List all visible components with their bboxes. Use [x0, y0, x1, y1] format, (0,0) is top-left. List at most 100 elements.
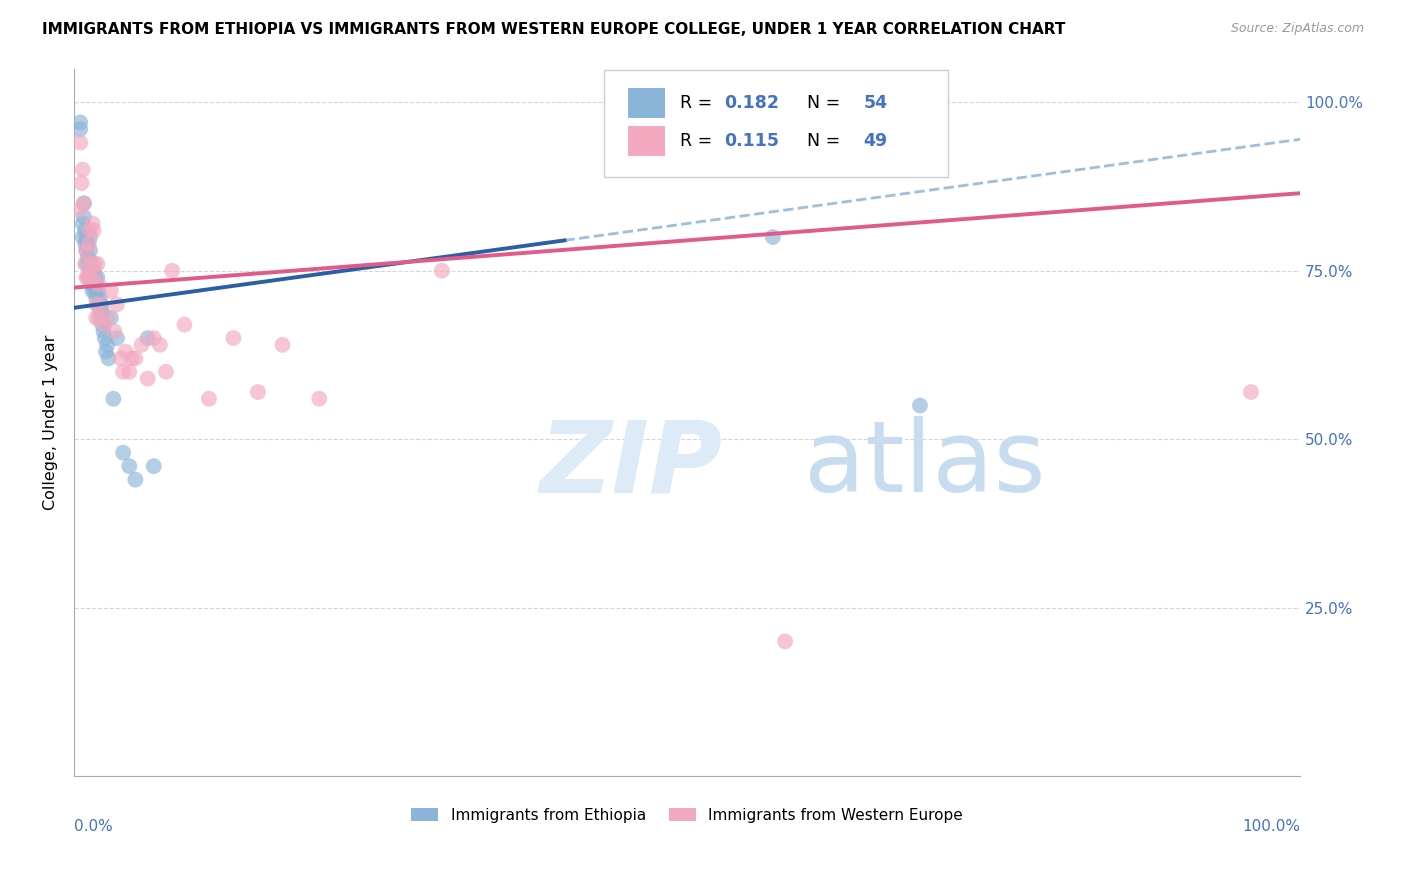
Point — [84, 270, 107, 285]
Point — [91, 304, 114, 318]
Point — [84, 297, 107, 311]
Point — [1240, 384, 1263, 399]
Point — [110, 351, 132, 366]
Point — [80, 277, 103, 292]
Point — [149, 338, 172, 352]
Point — [96, 310, 118, 325]
Point — [198, 392, 221, 406]
Point — [430, 263, 453, 277]
Text: 0.115: 0.115 — [724, 132, 779, 150]
Point — [67, 202, 90, 217]
Text: 100.0%: 100.0% — [1241, 819, 1301, 834]
Point — [75, 270, 97, 285]
Point — [103, 392, 125, 406]
Text: R =: R = — [679, 95, 717, 112]
Point — [82, 217, 104, 231]
Point — [84, 291, 107, 305]
Point — [82, 270, 104, 285]
Point — [124, 473, 146, 487]
Point — [89, 304, 111, 318]
Point — [84, 284, 107, 298]
Point — [69, 122, 91, 136]
Point — [83, 223, 105, 237]
Point — [72, 162, 94, 177]
Point — [173, 318, 195, 332]
Point — [70, 176, 93, 190]
Legend: Immigrants from Ethiopia, Immigrants from Western Europe: Immigrants from Ethiopia, Immigrants fro… — [405, 801, 969, 829]
Point — [84, 277, 107, 292]
Point — [86, 270, 108, 285]
Point — [131, 338, 153, 352]
Point — [246, 384, 269, 399]
Point — [79, 230, 101, 244]
Point — [82, 284, 104, 298]
Text: 0.182: 0.182 — [724, 95, 779, 112]
Point — [773, 634, 796, 648]
Point — [136, 331, 159, 345]
Text: N =: N = — [796, 132, 846, 150]
Text: ZIP: ZIP — [540, 417, 723, 513]
Point — [142, 331, 165, 345]
Point — [93, 324, 115, 338]
Point — [80, 257, 103, 271]
Point — [80, 263, 103, 277]
Point — [112, 445, 135, 459]
Point — [73, 196, 96, 211]
Point — [69, 136, 91, 150]
Point — [75, 257, 97, 271]
Point — [90, 310, 112, 325]
Point — [79, 263, 101, 277]
Point — [93, 331, 115, 345]
Point — [69, 115, 91, 129]
Point — [87, 310, 110, 325]
Point — [124, 351, 146, 366]
Point — [83, 277, 105, 292]
Point — [84, 310, 107, 325]
Point — [118, 365, 141, 379]
Point — [75, 257, 97, 271]
Point — [96, 338, 118, 352]
Point — [90, 297, 112, 311]
Text: N =: N = — [796, 95, 846, 112]
Point — [271, 338, 294, 352]
Point — [100, 284, 122, 298]
Point — [79, 270, 101, 285]
Point — [308, 392, 330, 406]
Point — [76, 250, 98, 264]
Y-axis label: College, Under 1 year: College, Under 1 year — [44, 334, 58, 510]
Point — [83, 270, 105, 285]
Point — [86, 284, 108, 298]
Point — [762, 230, 785, 244]
Point — [82, 257, 104, 271]
Point — [73, 196, 96, 211]
FancyBboxPatch shape — [628, 126, 665, 155]
Point — [86, 257, 108, 271]
Point — [77, 236, 100, 251]
Point — [222, 331, 245, 345]
Point — [87, 277, 110, 292]
Point — [76, 270, 98, 285]
Point — [90, 297, 112, 311]
Point — [91, 318, 114, 332]
Point — [118, 459, 141, 474]
Point — [76, 236, 98, 251]
Point — [121, 351, 143, 366]
Text: 54: 54 — [863, 95, 887, 112]
Text: R =: R = — [679, 132, 717, 150]
Point — [75, 230, 97, 244]
Point — [136, 371, 159, 385]
Point — [142, 459, 165, 474]
Point — [79, 244, 101, 258]
Point — [75, 236, 97, 251]
Point — [87, 297, 110, 311]
Point — [83, 263, 105, 277]
Point — [77, 270, 100, 285]
Text: atlas: atlas — [803, 417, 1045, 513]
Point — [105, 297, 128, 311]
Point — [79, 223, 101, 237]
Point — [155, 365, 177, 379]
FancyBboxPatch shape — [603, 70, 948, 177]
Point — [89, 291, 111, 305]
Point — [97, 351, 120, 366]
Text: 49: 49 — [863, 132, 887, 150]
